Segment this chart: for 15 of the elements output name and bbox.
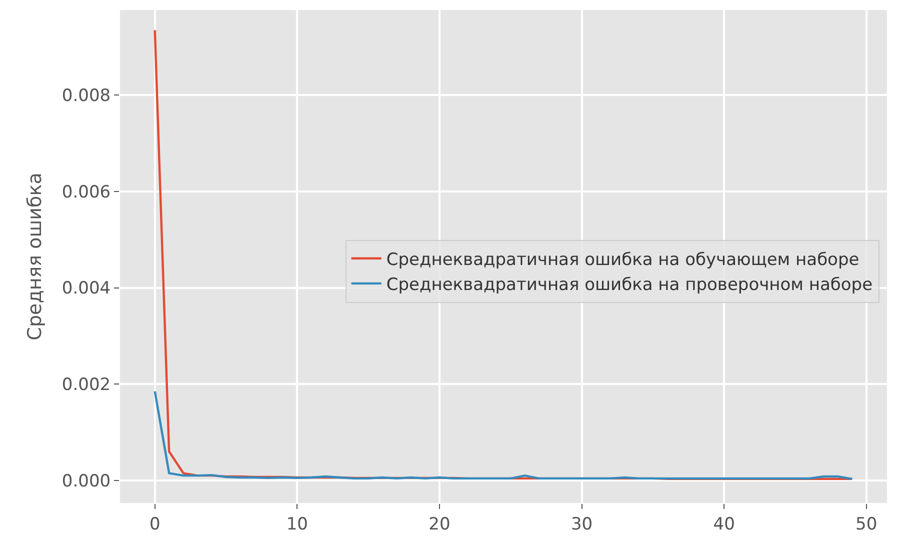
- x-tick-label: 40: [713, 514, 735, 534]
- y-tick-label: 0.008: [62, 86, 111, 106]
- legend-label: Среднеквадратичная ошибка на проверочном наборе: [386, 275, 873, 296]
- line-series: [154, 390, 854, 480]
- x-tick-label: 50: [856, 514, 878, 534]
- y-tick-label: 0.006: [62, 182, 111, 202]
- x-tick-label: 0: [149, 514, 160, 534]
- y-tick-label: 0.004: [62, 278, 111, 299]
- y-tick-label: 0.000: [62, 471, 111, 492]
- y-tick-label: 0.002: [62, 375, 111, 396]
- x-tick-label: 10: [286, 514, 308, 534]
- x-tick-label: 20: [428, 514, 450, 534]
- y-axis-title: Средняя ошибка: [24, 172, 46, 340]
- x-tick-label: 30: [570, 514, 593, 534]
- legend-label: Среднеквадратичная ошибка на обучающем наборе: [386, 250, 860, 270]
